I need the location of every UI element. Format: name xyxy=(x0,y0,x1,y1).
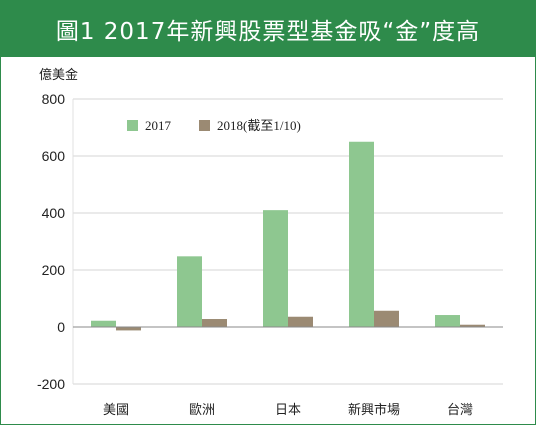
legend-swatch xyxy=(127,120,138,131)
bar xyxy=(349,141,374,327)
bar xyxy=(435,315,460,327)
bar xyxy=(177,256,202,327)
bar xyxy=(288,316,313,327)
chart-title: 圖1 2017年新興股票型基金吸“金”度高 xyxy=(55,19,481,45)
bar xyxy=(374,310,399,327)
title-bar: 圖1 2017年新興股票型基金吸“金”度高 xyxy=(1,1,535,57)
legend-swatch xyxy=(199,120,210,131)
y-tick-label: 400 xyxy=(42,205,66,221)
x-tick-label: 美國 xyxy=(103,403,129,418)
x-tick-label: 歐洲 xyxy=(189,403,215,418)
x-tick-label: 新興市場 xyxy=(348,402,400,418)
legend-label: 2017 xyxy=(145,118,172,133)
x-tick-label: 台灣 xyxy=(447,403,473,418)
x-tick-label: 日本 xyxy=(275,403,301,418)
y-tick-label: 200 xyxy=(42,262,66,278)
y-tick-label: 600 xyxy=(42,148,66,164)
bar-chart: 億美金 800 600 400 200 0 -200 美國 歐洲 日本 新興市場 台灣 2017 2018… xyxy=(37,67,503,418)
bar xyxy=(263,210,288,327)
bar xyxy=(116,327,141,331)
legend-label: 2018(截至1/10) xyxy=(217,118,301,133)
bar xyxy=(202,319,227,327)
y-tick-label: 0 xyxy=(57,319,65,335)
y-axis-label: 億美金 xyxy=(39,67,78,83)
bar xyxy=(91,320,116,327)
y-tick-label: -200 xyxy=(37,376,65,392)
bar xyxy=(460,324,485,327)
y-tick-label: 800 xyxy=(42,91,66,107)
